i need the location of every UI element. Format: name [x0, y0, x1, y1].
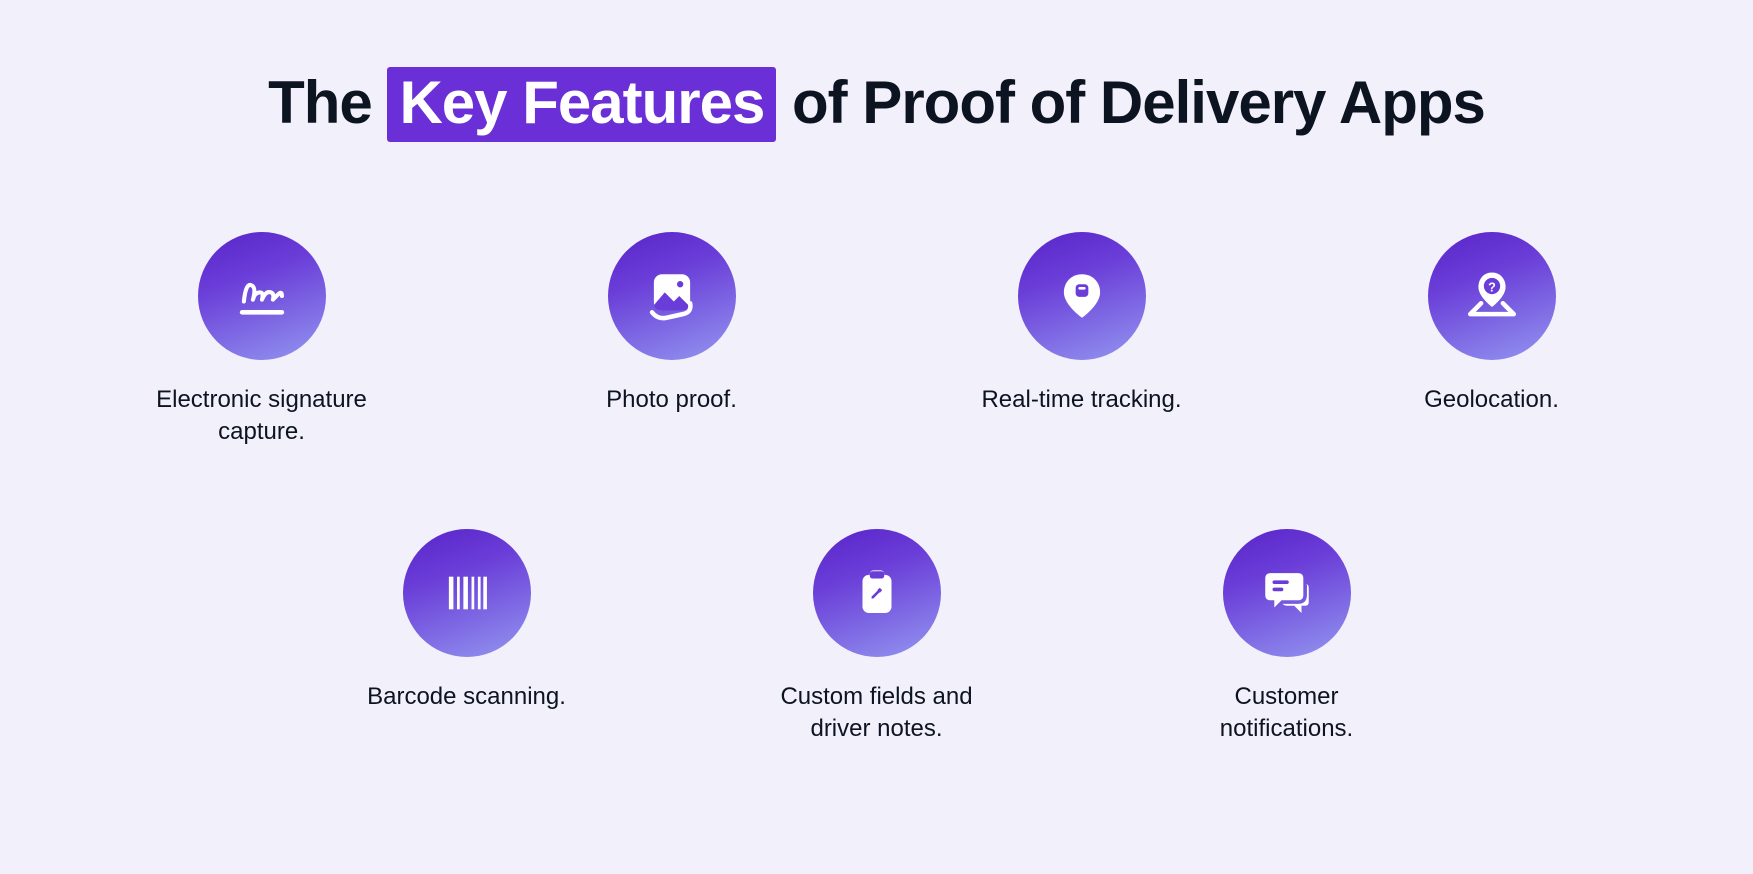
barcode-icon	[403, 529, 531, 657]
feature-barcode: Barcode scanning.	[357, 529, 577, 746]
title-prefix: The	[268, 69, 387, 136]
chat-icon	[1223, 529, 1351, 657]
feature-label: Electronic signature capture.	[152, 384, 372, 449]
feature-tracking: Real-time tracking.	[972, 232, 1192, 449]
feature-label: Photo proof.	[606, 384, 737, 416]
feature-label: Real-time tracking.	[981, 384, 1181, 416]
title-highlight: Key Features	[387, 67, 776, 142]
feature-geolocation: ? Geolocation.	[1382, 232, 1602, 449]
feature-label: Barcode scanning.	[367, 681, 566, 713]
feature-custom-fields: Custom fields and driver notes.	[767, 529, 987, 746]
tracking-pin-icon	[1018, 232, 1146, 360]
clipboard-icon	[813, 529, 941, 657]
title-suffix: of Proof of Delivery Apps	[776, 69, 1485, 136]
photo-icon	[608, 232, 736, 360]
features-container: Electronic signature capture. Photo proo…	[152, 232, 1602, 746]
feature-row-1: Electronic signature capture. Photo proo…	[152, 232, 1602, 449]
feature-row-2: Barcode scanning. Custom fields and driv…	[357, 529, 1397, 746]
feature-label: Geolocation.	[1424, 384, 1559, 416]
page-title: The Key Features of Proof of Delivery Ap…	[268, 68, 1485, 137]
feature-signature: Electronic signature capture.	[152, 232, 372, 449]
feature-label: Custom fields and driver notes.	[767, 681, 987, 746]
feature-photo: Photo proof.	[562, 232, 782, 449]
feature-label: Customer notifications.	[1177, 681, 1397, 746]
signature-icon	[198, 232, 326, 360]
svg-text:?: ?	[1488, 280, 1496, 294]
geolocation-icon: ?	[1428, 232, 1556, 360]
feature-notifications: Customer notifications.	[1177, 529, 1397, 746]
